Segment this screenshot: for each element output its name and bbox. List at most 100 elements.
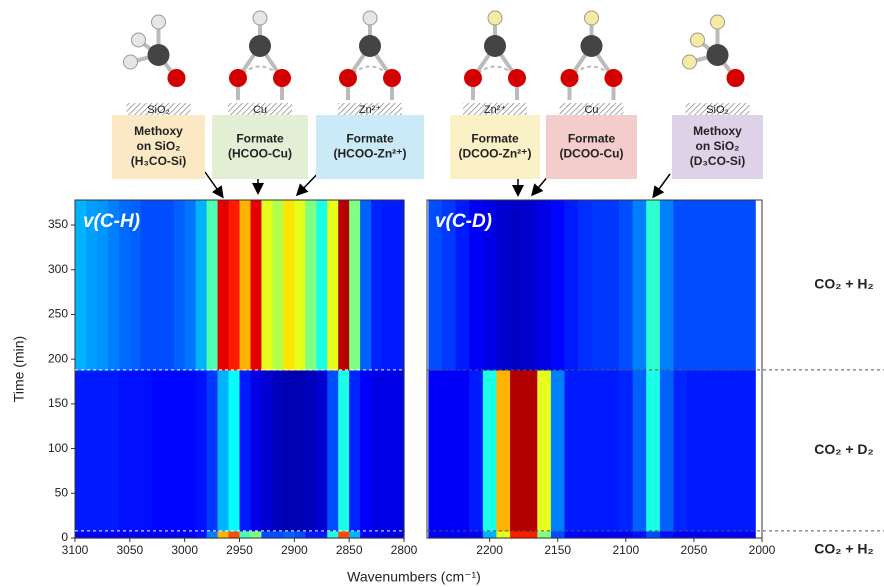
substrate: [685, 103, 750, 115]
heatmap-cell: [550, 200, 566, 371]
heatmap-cell: [441, 200, 457, 371]
heatmap-cell: [272, 200, 284, 371]
carbon: [706, 44, 729, 66]
heatmap-cell: [250, 369, 263, 532]
heatmap-cell: [455, 369, 470, 532]
heatmap-cell: [195, 369, 208, 532]
heatmap-cell: [305, 369, 317, 532]
species-label: Formate: [236, 132, 284, 146]
heatmap-cell: [537, 200, 552, 371]
heatmap-cell: [619, 200, 634, 371]
heatmap-cell: [272, 530, 284, 539]
heatmap-cell: [700, 200, 715, 371]
molecule: [682, 14, 745, 87]
heatmap-cell: [700, 369, 715, 532]
heatmap-cell: [428, 200, 443, 371]
heatmap-cell: [673, 369, 688, 532]
heatmap-cell: [714, 530, 729, 539]
heatmap-cell: [591, 369, 606, 532]
molecule: [123, 14, 186, 87]
x-tick-label: 2850: [336, 543, 363, 557]
heatmap-cell: [327, 369, 339, 532]
y-tick-label: 50: [55, 485, 69, 499]
heatmap-cell: [496, 369, 511, 532]
carbon: [484, 35, 506, 57]
heatmap-cell: [659, 530, 675, 539]
heatmap-cell: [673, 530, 688, 539]
heatmap-cell: [360, 530, 372, 539]
y-tick-label: 250: [48, 307, 68, 321]
heatmap-cell: [550, 369, 566, 532]
plot-frame: [426, 199, 763, 539]
heatmap-cell: [195, 530, 208, 539]
heatmap-cell: [687, 530, 702, 539]
heatmap-cell: [371, 530, 383, 539]
heatmap-cell: [441, 369, 457, 532]
heatmap-cell: [129, 530, 142, 539]
heatmap-cell: [118, 530, 131, 539]
heatmap-cell: [393, 530, 405, 539]
substrate: [559, 103, 624, 115]
hydrogen: [710, 14, 725, 30]
oxygen: [229, 69, 247, 87]
y-axis-title: Time (min): [11, 336, 27, 402]
heatmap-cell: [482, 200, 498, 371]
heatmap-cell: [482, 530, 498, 539]
heatmap-cell: [393, 200, 405, 371]
heatmap-cell: [316, 200, 328, 371]
heatmap-cell: [151, 369, 164, 532]
x-tick-label: 2150: [544, 543, 571, 557]
x-tick-label: 2800: [391, 543, 418, 557]
species-card: [316, 115, 424, 179]
heatmap-cell: [184, 530, 197, 539]
heatmap-cell: [605, 530, 620, 539]
condition-label: CO₂ + H₂: [814, 541, 874, 557]
heatmap-cell: [261, 369, 273, 532]
molecule: [560, 10, 623, 100]
species-card: [112, 115, 205, 179]
heatmap-cell: [371, 200, 383, 371]
species-label: (DCOO-Cu): [560, 147, 624, 161]
species-card: [546, 115, 637, 179]
heatmap-cell: [632, 200, 647, 371]
heatmap-cell: [428, 530, 443, 539]
heatmap-cell: [469, 369, 484, 532]
oxygen: [383, 69, 401, 87]
hydrogen: [584, 10, 599, 26]
species-label: Formate: [568, 132, 616, 146]
heatmap-cell: [118, 200, 131, 371]
heatmap-cell: [96, 530, 109, 539]
carbon: [147, 44, 170, 66]
substrate-label: Zn²⁺: [484, 104, 507, 116]
heatmap-cell: [283, 530, 295, 539]
substrate-label: Cu: [253, 104, 267, 116]
species-card: [450, 115, 540, 179]
heatmap-cell: [239, 530, 252, 539]
heatmap-cell: [107, 369, 120, 532]
heatmap-cell: [523, 200, 538, 371]
heatmap-cell: [261, 530, 273, 539]
heatmap-cell: [239, 369, 252, 532]
heatmap-cell: [107, 530, 120, 539]
substrate: [463, 103, 527, 115]
heatmap-cell: [118, 369, 131, 532]
heatmap-cell: [206, 369, 219, 532]
heatmap-cell: [316, 369, 328, 532]
heatmap-cell: [195, 200, 208, 371]
substrate-label: Cu: [584, 104, 598, 116]
x-axis-title: Wavenumbers (cm⁻¹): [347, 569, 481, 585]
heatmap-cell: [469, 530, 484, 539]
heatmap-cell: [129, 200, 142, 371]
heatmap-cell: [382, 200, 394, 371]
x-tick-label: 2200: [476, 543, 503, 557]
heatmap-cell: [441, 530, 457, 539]
heatmap-cell: [349, 200, 361, 371]
heatmap-cell: [646, 200, 661, 371]
heatmap-cell: [75, 530, 87, 539]
molecule: [464, 10, 526, 100]
heatmap-cell: [496, 530, 511, 539]
species-label: (D₃CO-Si): [690, 154, 746, 168]
heatmap-cell: [393, 369, 405, 532]
heatmap-cell: [151, 200, 164, 371]
